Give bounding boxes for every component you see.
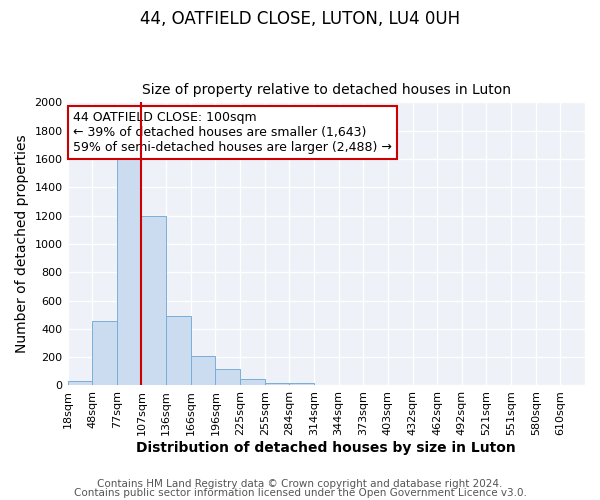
Text: Contains HM Land Registry data © Crown copyright and database right 2024.: Contains HM Land Registry data © Crown c… [97,479,503,489]
Bar [117,159,142,386]
Text: 44, OATFIELD CLOSE, LUTON, LU4 0UH: 44, OATFIELD CLOSE, LUTON, LU4 0UH [140,10,460,28]
Text: Contains public sector information licensed under the Open Government Licence v3: Contains public sector information licen… [74,488,526,498]
Title: Size of property relative to detached houses in Luton: Size of property relative to detached ho… [142,83,511,97]
Bar [215,369,240,386]
Bar [265,382,289,386]
Bar [68,381,92,386]
Bar [142,216,166,386]
Y-axis label: Number of detached properties: Number of detached properties [15,134,29,353]
Bar [166,316,191,386]
Bar [289,384,314,386]
Bar [191,356,215,386]
X-axis label: Distribution of detached houses by size in Luton: Distribution of detached houses by size … [136,441,516,455]
Bar [92,321,117,386]
Text: 44 OATFIELD CLOSE: 100sqm
← 39% of detached houses are smaller (1,643)
59% of se: 44 OATFIELD CLOSE: 100sqm ← 39% of detac… [73,111,392,154]
Bar [240,379,265,386]
